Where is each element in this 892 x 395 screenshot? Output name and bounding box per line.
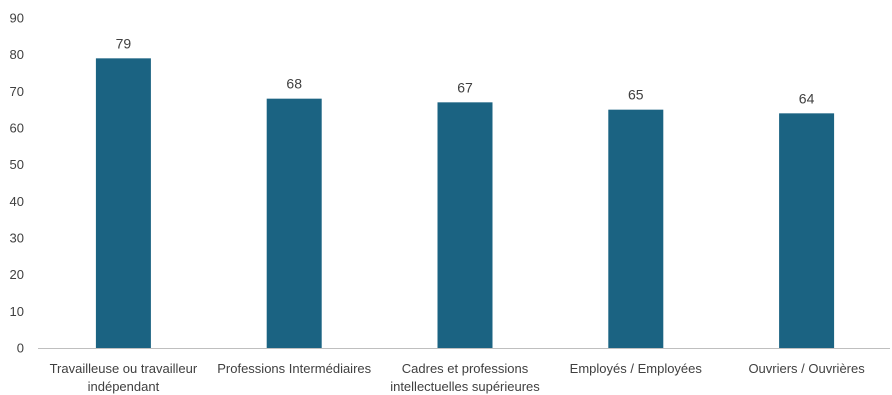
x-tick-label: indépendant (88, 379, 160, 394)
y-axis: 0 10 20 30 40 50 60 70 80 90 (10, 11, 24, 356)
x-tick-label: Cadres et professions (402, 361, 529, 376)
data-label: 67 (457, 79, 473, 95)
y-tick-label: 20 (10, 267, 24, 282)
value-labels: 79 68 67 65 64 (116, 35, 815, 106)
bar (608, 109, 664, 349)
x-tick-label: Professions Intermédiaires (217, 361, 371, 376)
bar (266, 98, 322, 349)
bar (437, 102, 493, 348)
y-tick-label: 40 (10, 194, 24, 209)
y-tick-label: 0 (17, 341, 24, 356)
y-tick-label: 10 (10, 304, 24, 319)
y-tick-label: 30 (10, 231, 24, 246)
x-tick-label: Travailleuse ou travailleur (50, 361, 198, 376)
bar (779, 113, 835, 348)
data-label: 68 (286, 76, 302, 92)
data-label: 64 (799, 90, 815, 106)
bar-series (95, 58, 835, 349)
y-tick-label: 60 (10, 121, 24, 136)
data-label: 65 (628, 87, 644, 103)
data-label: 79 (116, 35, 132, 51)
x-axis-labels: Travailleuse ou travailleur indépendant Pr… (50, 361, 866, 394)
y-tick-label: 80 (10, 47, 24, 62)
bar (95, 58, 151, 348)
x-tick-label: Employés / Employées (570, 361, 703, 376)
y-tick-label: 70 (10, 84, 24, 99)
y-tick-label: 50 (10, 157, 24, 172)
y-tick-label: 90 (10, 11, 24, 26)
x-tick-label: intellectuelles supérieures (390, 379, 540, 394)
x-tick-label: Ouvriers / Ouvrières (748, 361, 865, 376)
